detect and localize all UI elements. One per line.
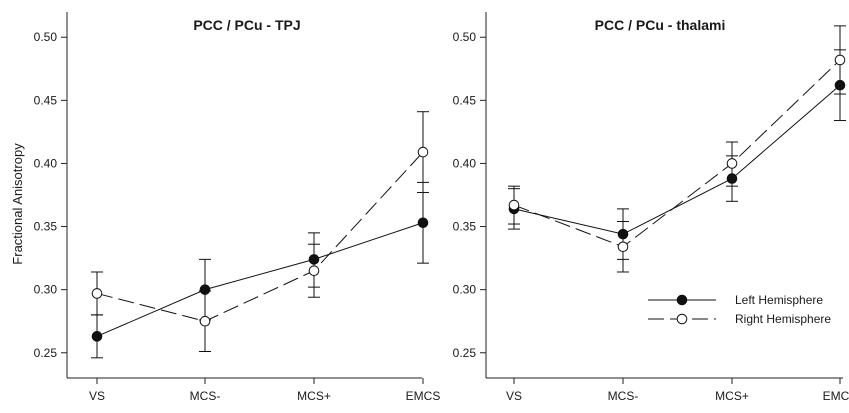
data-point-open	[91, 288, 103, 299]
panel-title: PCC / PCu - TPJ	[193, 17, 300, 33]
x-tick-label: MCS-	[608, 389, 639, 403]
y-tick-label: 0.45	[453, 93, 477, 107]
legend-item-right-hemisphere: Right Hemisphere	[648, 312, 831, 326]
y-axis-label: Fractional Anisotropy	[10, 143, 25, 265]
legend-label: Right Hemisphere	[735, 312, 831, 326]
y-tick-label: 0.25	[453, 346, 477, 360]
data-point-open	[508, 199, 520, 211]
data-point-open	[199, 315, 211, 327]
series-line	[513, 84, 841, 235]
data-point-open	[834, 54, 846, 66]
series-left-hemisphere	[91, 181, 429, 359]
panel-pcc-tpj: PCC / PCu - TPJ 0.25 0.30 0.35 0.40 0.45 0.50…	[34, 12, 441, 403]
x-tick-label: MCS+	[715, 389, 749, 403]
series-line	[96, 222, 424, 337]
series-line	[513, 59, 841, 248]
x-tick-label: MCS-	[190, 389, 221, 403]
x-tick-label: VS	[506, 389, 522, 403]
y-tick-label: 0.35	[34, 220, 58, 234]
data-point-filled	[417, 217, 429, 229]
legend: Left Hemisphere Right Hemisphere	[648, 293, 831, 326]
x-tick-label: MCS+	[297, 389, 331, 403]
x-tick-label: EMCS	[406, 389, 441, 403]
series-layer	[508, 25, 846, 273]
y-tick-label: 0.25	[34, 346, 58, 360]
panel-pcc-thalami: PCC / PCu - thalami 0.25 0.30 0.35 0.40 0.45…	[453, 12, 849, 403]
y-tick-label: 0.50	[453, 30, 477, 44]
data-point-open	[726, 158, 738, 169]
x-tick-label: VS	[89, 389, 105, 403]
x-tick-label: EMCS	[823, 389, 849, 403]
y-tick-label: 0.35	[453, 220, 477, 234]
y-tick-label: 0.45	[34, 93, 58, 107]
y-tick-label: 0.30	[34, 283, 58, 297]
series-layer	[91, 111, 429, 359]
data-point-open	[417, 146, 429, 158]
legend-label: Left Hemisphere	[735, 293, 823, 307]
y-tick-label: 0.40	[453, 156, 477, 170]
series-right-hemisphere	[91, 111, 429, 352]
y-tick-label: 0.30	[453, 283, 477, 297]
legend-marker-open	[676, 313, 688, 325]
data-point-open	[617, 241, 629, 253]
legend-item-left-hemisphere: Left Hemisphere	[648, 293, 823, 307]
legend-marker-filled	[676, 294, 688, 306]
panel-title: PCC / PCu - thalami	[595, 17, 726, 33]
data-point-filled	[91, 331, 103, 342]
axes: 0.25 0.30 0.35 0.40 0.45 0.50 VS MCS- MCS+ EMCS	[34, 12, 441, 403]
data-point-open	[308, 265, 320, 277]
series-right-hemisphere	[508, 25, 846, 273]
y-tick-label: 0.50	[34, 30, 58, 44]
y-tick-label: 0.40	[34, 156, 58, 170]
series-left-hemisphere	[508, 49, 846, 260]
series-line	[96, 151, 424, 322]
axes: 0.25 0.30 0.35 0.40 0.45 0.50 VS MCS- MCS+ EMCS	[453, 12, 849, 403]
